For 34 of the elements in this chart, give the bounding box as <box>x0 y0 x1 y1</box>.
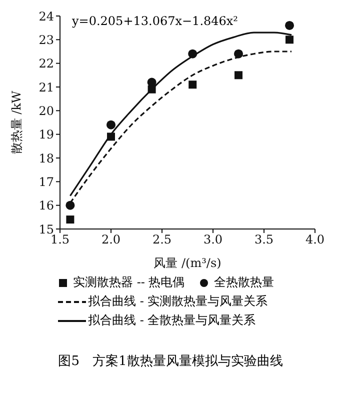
point <box>188 49 198 58</box>
legend-label: 全热散热量 <box>214 274 274 291</box>
y-tick-label: 16 <box>38 198 54 213</box>
text: 图5 方案1散热量风量模拟与实验曲线 <box>57 353 284 370</box>
point <box>188 80 197 89</box>
point <box>234 71 242 80</box>
point <box>106 120 116 130</box>
x-tick-label: 2.5 <box>152 232 172 247</box>
y-tick-label: 20 <box>38 104 54 118</box>
point <box>234 49 244 58</box>
point <box>66 200 75 210</box>
x-axis-title: 风量 /(m³/s) <box>154 256 222 270</box>
annotation: y=0.205+13.067x−1.846x² <box>72 14 238 28</box>
legend-label: 拟合曲线 - 全散热量与风量关系 <box>88 312 256 329</box>
point <box>284 20 294 30</box>
x-tick-label: 3.0 <box>203 232 223 247</box>
legend-label: 拟合曲线 - 实测散热量与风量关系 <box>88 293 268 310</box>
point <box>66 216 74 224</box>
x-tick-label: 2.0 <box>101 232 121 247</box>
y-tick-label: 19 <box>38 128 54 142</box>
point <box>148 85 156 94</box>
y-tick-label: 21 <box>38 80 54 94</box>
point <box>107 132 115 141</box>
point <box>286 36 294 44</box>
y-axis-title: 散热量 /kW <box>9 90 24 154</box>
x-tick-label: 4.0 <box>305 232 325 247</box>
y-tick-label: 17 <box>38 174 54 189</box>
y-tick-label: 18 <box>38 151 54 166</box>
legend-label: 实测散热器 -- 热电偶 <box>73 274 185 291</box>
y-tick-label: 24 <box>38 9 54 24</box>
y-tick-label: 22 <box>38 56 54 71</box>
x-tick-label: 3.5 <box>254 232 274 247</box>
y-tick-label: 23 <box>38 32 54 47</box>
line-series <box>69 32 292 197</box>
